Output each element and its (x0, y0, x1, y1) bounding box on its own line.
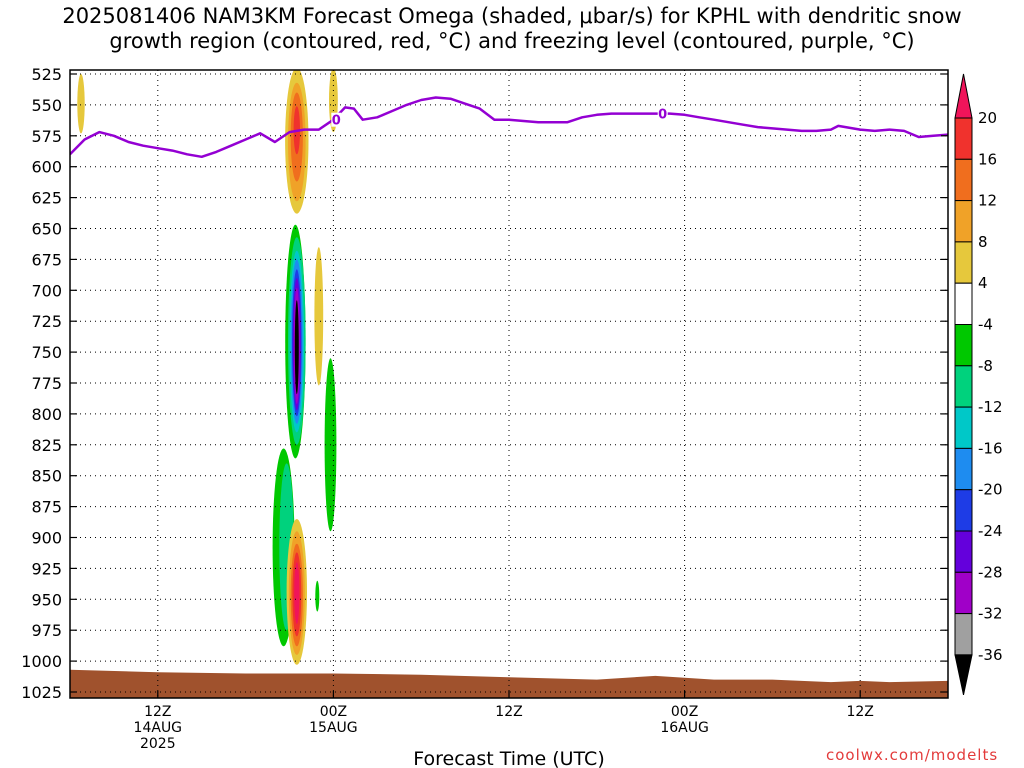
x-tick-label-4-0: 12Z (846, 704, 873, 720)
terrain-area (70, 669, 948, 698)
y-tick-label-925: 925 (31, 559, 62, 578)
colorbar-label-8: -16 (978, 439, 1003, 457)
y-tick-label-625: 625 (31, 189, 62, 208)
y-tick-label-525: 525 (31, 65, 62, 84)
x-tick-label-1-0: 00Z (320, 704, 347, 720)
y-tick-label-775: 775 (31, 374, 62, 393)
colorbar-label-3: 8 (978, 233, 988, 251)
colorbar-arrow-bottom (954, 654, 973, 696)
colorbar-label-9: -20 (978, 481, 1003, 499)
y-tick-label-950: 950 (31, 590, 62, 609)
watermark-text: coolwx.com/modelts (826, 746, 999, 764)
omega-shading (77, 70, 338, 665)
colorbar-box-9 (954, 447, 973, 491)
y-tick-label-675: 675 (31, 250, 62, 269)
y-tick-label-550: 550 (31, 96, 62, 115)
x-tick-label-0-0: 12Z (144, 704, 171, 720)
y-tick-label-575: 575 (31, 127, 62, 146)
terrain-fill (70, 669, 948, 698)
freezing-label-bg-1 (657, 106, 668, 121)
colorbar-box-8 (954, 406, 973, 449)
colorbar-box-1 (954, 117, 973, 160)
y-tick-label-725: 725 (31, 312, 62, 331)
y-tick-label-975: 975 (31, 621, 62, 640)
y-tick-label-825: 825 (31, 436, 62, 455)
colorbar-label-1: 16 (978, 150, 997, 168)
y-tick-label-900: 900 (31, 529, 62, 548)
y-axis-ticks: 525 550 575 600 625 650 675 700 725 750 775 800 825 8… (21, 65, 948, 702)
colorbar-box-2 (954, 158, 973, 202)
x-tick-label-0-2: 2025 (140, 736, 176, 752)
colorbar-label-4: 4 (978, 274, 988, 292)
colorbar-box-10 (954, 489, 973, 532)
colorbar-box-5 (954, 282, 973, 326)
colorbar-label-2: 12 (978, 192, 997, 210)
colorbar-box-7 (954, 365, 973, 408)
colorbar-label-13: -36 (978, 646, 1003, 664)
colorbar-label-5: -4 (978, 316, 993, 334)
y-tick-label-1025: 1025 (21, 683, 62, 702)
colorbar-box-13 (954, 613, 973, 656)
omega-region-0 (77, 74, 85, 134)
y-tick-label-700: 700 (31, 281, 62, 300)
plot-frame (69, 69, 949, 699)
colorbar-box-3 (954, 200, 973, 243)
y-tick-label-650: 650 (31, 220, 62, 239)
freezing-level-label-0: 0 (332, 114, 341, 129)
y-tick-label-875: 875 (31, 498, 62, 517)
colorbar-arrow-top (954, 73, 973, 119)
y-tick-label-850: 850 (31, 467, 62, 486)
x-tick-label-2-0: 12Z (495, 704, 522, 720)
colorbar-label-12: -32 (978, 605, 1003, 623)
omega-region-23 (294, 562, 300, 624)
colorbar-label-10: -24 (978, 522, 1003, 540)
y-tick-label-1000: 1000 (21, 652, 62, 671)
x-tick-label-3-0: 00Z (671, 704, 698, 720)
omega-region-18 (315, 580, 320, 612)
colorbar-box-6 (954, 324, 973, 367)
title-line-2: growth region (contoured, red, °C) and f… (109, 29, 915, 53)
omega-region-6 (314, 247, 324, 386)
colorbar-box-11 (954, 530, 973, 573)
chart-title: 2025081406 NAM3KM Forecast Omega (shaded… (0, 4, 1024, 54)
colorbar-label-6: -8 (978, 357, 993, 375)
colorbar-box-12 (954, 571, 973, 615)
freezing-label-bg-0 (331, 112, 342, 127)
x-tick-label-3-1: 16AUG (660, 720, 709, 736)
colorbar: 20 16 12 8 4 -4 -8 -12 -16 -20 -24 -28 -32 -36 (954, 73, 1003, 696)
colorbar-label-7: -12 (978, 398, 1003, 416)
colorbar-label-11: -28 (978, 563, 1003, 581)
x-tick-label-1-1: 15AUG (309, 720, 358, 736)
freezing-level-label-1: 0 (658, 108, 667, 123)
colorbar-label-0: 20 (978, 109, 997, 127)
omega-region-14 (294, 300, 299, 395)
title-line-1: 2025081406 NAM3KM Forecast Omega (shaded… (62, 4, 962, 28)
colorbar-box-4 (954, 241, 973, 284)
y-tick-label-750: 750 (31, 343, 62, 362)
freezing-level-line (70, 96, 948, 159)
x-tick-label-0-1: 14AUG (134, 720, 183, 736)
y-tick-label-800: 800 (31, 405, 62, 424)
y-tick-label-600: 600 (31, 158, 62, 177)
grid-lines (70, 70, 948, 698)
x-axis-label: Forecast Time (UTC) (413, 748, 604, 768)
